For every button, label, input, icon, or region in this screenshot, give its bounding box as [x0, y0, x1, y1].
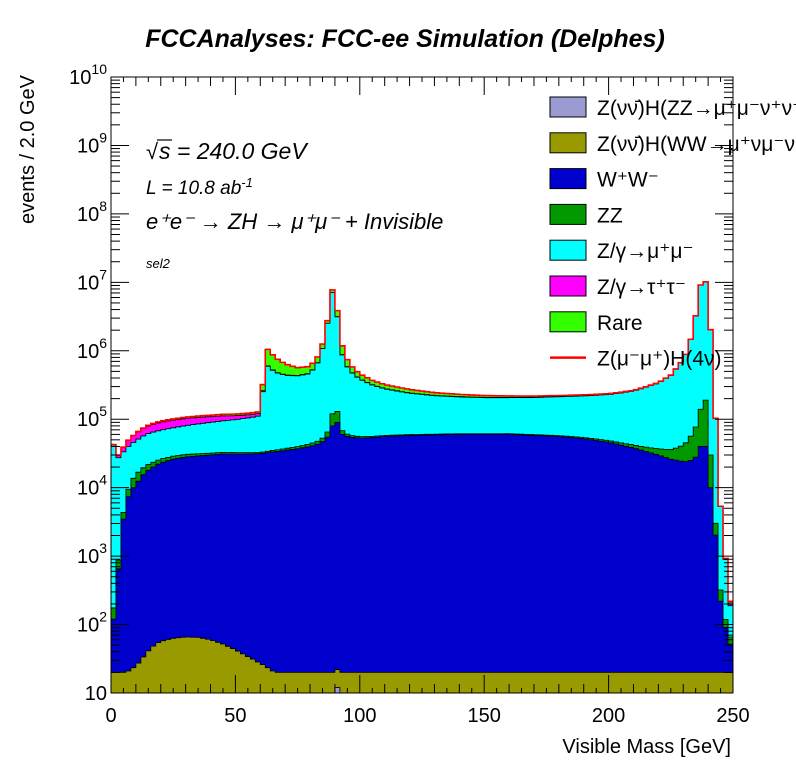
x-axis: 0 50 100 150 200 250 — [105, 77, 750, 727]
y-tick-label: 10 — [85, 683, 107, 705]
y-tick-label: 105 — [77, 403, 107, 431]
y-tick-label: 1010 — [69, 61, 107, 89]
legend-label: W⁺W⁻ — [597, 169, 659, 192]
y-tick-label: 104 — [77, 472, 107, 500]
series-area-1 — [110, 636, 734, 694]
legend-swatch — [549, 132, 587, 154]
legend-label: Z/γ→μ⁺μ⁻ — [597, 240, 694, 263]
chart-title: FCCAnalyses: FCC-ee Simulation (Delphes) — [145, 25, 665, 53]
legend-swatch — [549, 311, 587, 333]
luminosity-label: L = 10.8 ab-1 — [146, 175, 253, 199]
y-axis: 10 102 103 104 105 106 107 108 109 1010 — [69, 61, 733, 705]
x-axis-label: Visible Mass [GeV] — [562, 736, 731, 758]
x-tick-label: 50 — [224, 705, 246, 727]
legend-swatch — [549, 203, 587, 225]
y-axis-label: events / 2.0 GeV — [17, 74, 39, 224]
legend-label: Z(νν̄)H(ZZ→μ⁺μ⁻ν⁺ν⁻ — [597, 97, 796, 120]
x-tick-label: 200 — [592, 705, 625, 727]
legend-swatch — [549, 96, 587, 118]
legend-label: ZZ — [597, 204, 623, 227]
legend-swatch — [549, 275, 587, 297]
y-tick-label: 108 — [77, 198, 107, 226]
y-tick-label: 107 — [77, 266, 107, 294]
annotations: √ s = 240.0 GeV L = 10.8 ab-1 e⁺e⁻ → ZH … — [146, 138, 443, 271]
stacked-series — [110, 280, 734, 694]
process-label: e⁺e⁻ → ZH → μ⁺μ⁻ + Invisible — [146, 209, 443, 234]
x-tick-label: 100 — [343, 705, 376, 727]
series-area-2 — [110, 421, 734, 694]
legend: Z(νν̄)H(ZZ→μ⁺μ⁻ν⁺ν⁻ Z(νν̄)H(WW→μ⁺νμ⁻ν W⁺W⁻… — [549, 96, 796, 371]
legend-swatch — [549, 239, 587, 261]
x-tick-label: 150 — [468, 705, 501, 727]
y-tick-label: 102 — [77, 609, 107, 637]
sqrt-symbol: √ — [146, 139, 159, 164]
legend-label: Z/γ→τ⁺τ⁻ — [597, 276, 686, 299]
legend-label: Z(μ⁻μ⁺)H(4ν) — [597, 348, 722, 371]
y-tick-label: 106 — [77, 335, 107, 363]
legend-swatch — [549, 168, 587, 190]
legend-label: Z(νν̄)H(WW→μ⁺νμ⁻ν — [597, 133, 795, 156]
legend-label: Rare — [597, 312, 643, 335]
selection-label: sel2 — [146, 256, 171, 271]
x-tick-label: 250 — [716, 705, 749, 727]
y-tick-label: 109 — [77, 129, 107, 157]
energy-label: s = 240.0 GeV — [159, 138, 309, 164]
y-tick-label: 103 — [77, 540, 107, 568]
series-line-0 — [111, 280, 733, 603]
x-tick-label: 0 — [105, 705, 116, 727]
